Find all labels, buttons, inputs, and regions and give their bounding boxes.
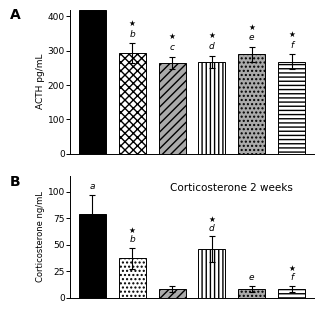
Text: a: a: [90, 182, 95, 191]
Bar: [198, 62, 226, 154]
Bar: [119, 53, 146, 154]
Text: ★: ★: [129, 19, 136, 28]
Bar: [79, 214, 106, 298]
Text: d: d: [209, 42, 215, 51]
Bar: [278, 62, 305, 154]
Text: f: f: [290, 41, 293, 50]
Text: b: b: [129, 235, 135, 244]
Bar: [238, 289, 265, 298]
Bar: [278, 289, 305, 298]
Bar: [79, 10, 106, 154]
Text: b: b: [129, 29, 135, 38]
Text: Corticosterone 2 weeks: Corticosterone 2 weeks: [171, 183, 293, 193]
Text: ★: ★: [248, 22, 255, 31]
Y-axis label: ACTH pg/mL: ACTH pg/mL: [36, 54, 45, 109]
Bar: [238, 54, 265, 154]
Bar: [198, 249, 226, 298]
Text: A: A: [10, 8, 20, 22]
Bar: [158, 63, 186, 154]
Text: c: c: [170, 43, 175, 52]
Text: B: B: [10, 175, 20, 189]
Text: ★: ★: [288, 30, 295, 39]
Bar: [158, 289, 186, 298]
Text: ★: ★: [288, 264, 295, 273]
Text: ★: ★: [129, 226, 136, 235]
Text: ★: ★: [209, 31, 215, 40]
Text: e: e: [249, 33, 254, 42]
Text: ★: ★: [209, 214, 215, 223]
Text: f: f: [290, 273, 293, 282]
Bar: [119, 259, 146, 298]
Text: d: d: [209, 224, 215, 233]
Y-axis label: Corticosterone ng/mL: Corticosterone ng/mL: [36, 191, 45, 282]
Text: e: e: [249, 273, 254, 282]
Text: ★: ★: [169, 32, 175, 42]
